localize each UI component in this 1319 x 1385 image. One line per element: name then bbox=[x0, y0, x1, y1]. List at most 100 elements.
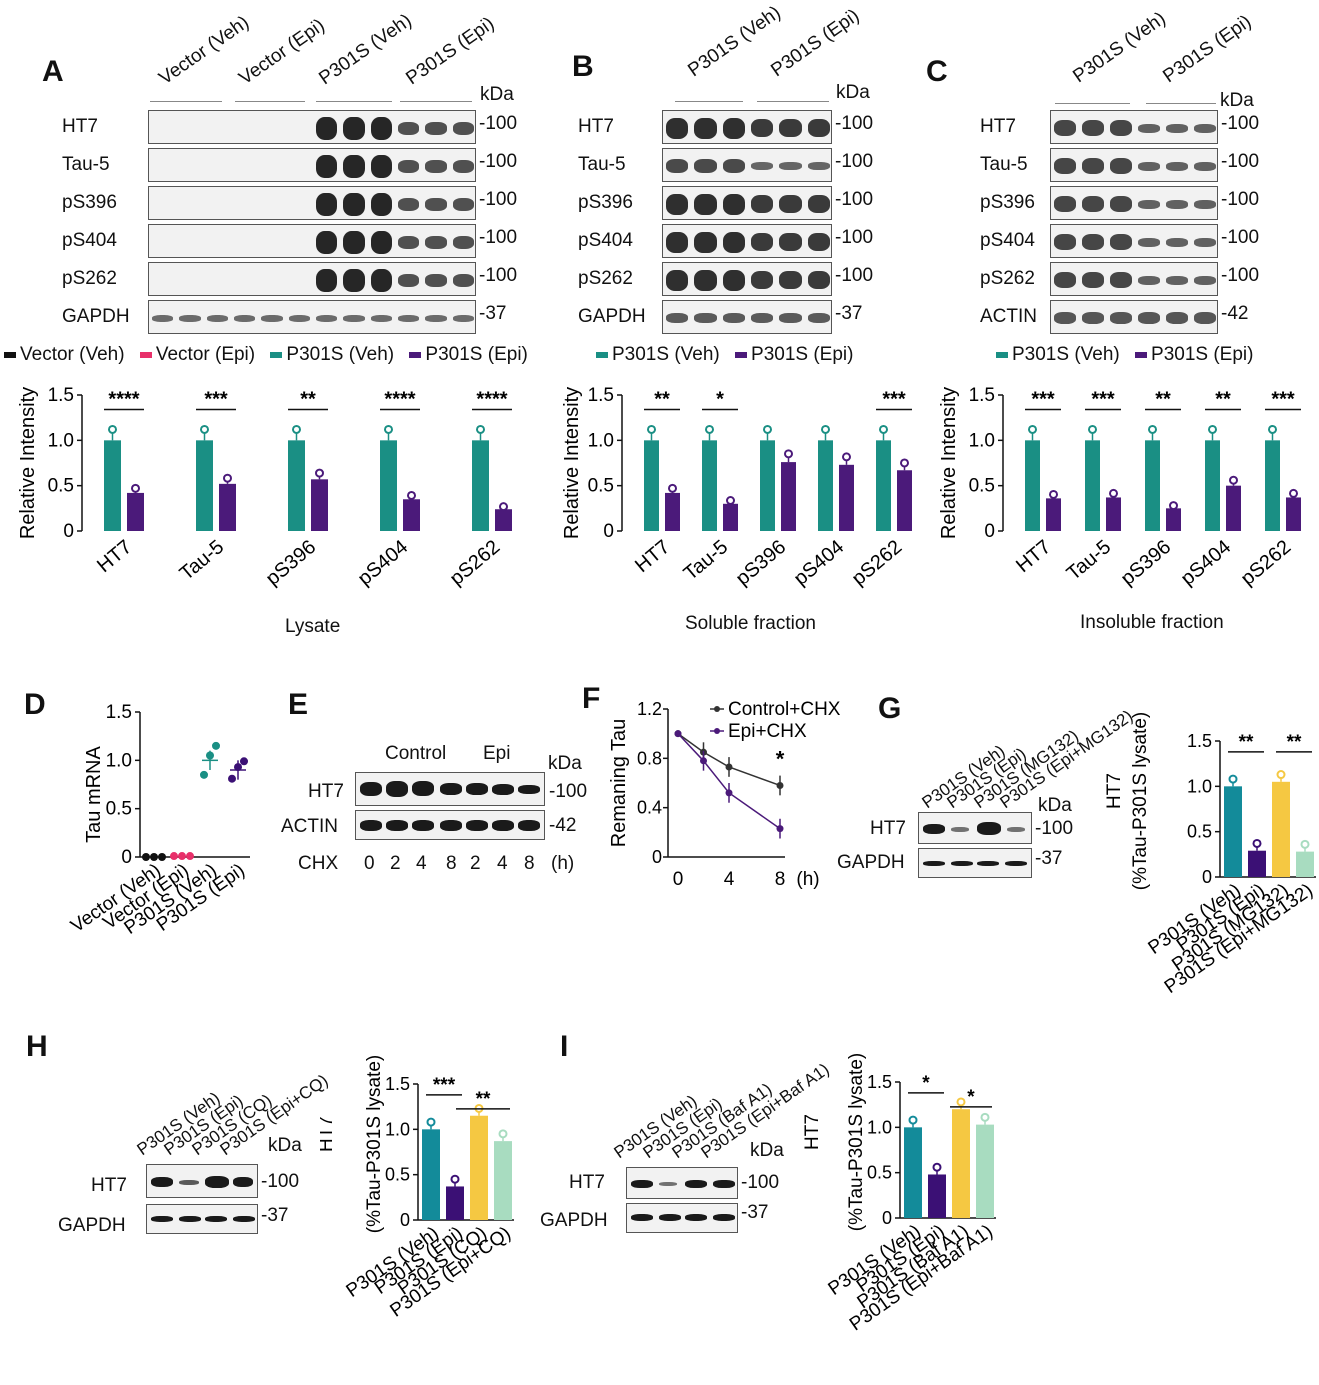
blot-band bbox=[807, 233, 830, 251]
blot-band bbox=[398, 314, 420, 322]
data-point bbox=[784, 449, 793, 459]
y-tick-label: 1.5 bbox=[385, 1074, 410, 1094]
blot-band bbox=[1082, 272, 1104, 288]
blot-band bbox=[288, 314, 310, 322]
blot-band bbox=[370, 314, 392, 322]
data-point bbox=[407, 490, 416, 500]
data-point bbox=[1169, 501, 1178, 511]
bar bbox=[818, 440, 833, 531]
bar bbox=[1248, 850, 1266, 877]
legend-c: P301S (Veh) P301S (Epi) bbox=[996, 344, 1263, 366]
x-tick-label: Tau-5 bbox=[680, 536, 732, 585]
bar bbox=[1106, 497, 1121, 531]
data-point bbox=[1268, 424, 1277, 434]
bar bbox=[472, 440, 489, 531]
blot-band bbox=[1082, 120, 1104, 136]
kda-label: kDa bbox=[1038, 795, 1072, 816]
blot-band bbox=[779, 233, 802, 251]
row-label: pS404 bbox=[578, 230, 633, 251]
bar bbox=[1046, 498, 1061, 531]
blot-band bbox=[370, 116, 392, 140]
time-label: 2 bbox=[390, 853, 401, 874]
row-label: HT7 bbox=[578, 116, 614, 137]
y-tick-label: 0 bbox=[1202, 867, 1212, 887]
mw-label: -100 bbox=[479, 113, 518, 134]
legend-a: Vector (Veh) Vector (Epi) P301S (Veh) P3… bbox=[4, 344, 538, 366]
data-point bbox=[170, 852, 178, 861]
blot-row bbox=[662, 262, 832, 296]
sig-label: **** bbox=[384, 389, 415, 411]
time-label: 8 bbox=[524, 853, 535, 874]
blot-band bbox=[316, 314, 338, 322]
mw-label: -100 bbox=[261, 1171, 300, 1192]
row-label: HT7 bbox=[870, 818, 906, 839]
mw-label: -37 bbox=[1035, 848, 1063, 869]
row-label: pS396 bbox=[62, 192, 117, 213]
blot-band bbox=[179, 314, 201, 322]
row-label: Tau-5 bbox=[62, 154, 110, 175]
blot-band bbox=[666, 231, 689, 253]
mw-label: -100 bbox=[835, 151, 874, 172]
kda-label: kDa bbox=[1220, 90, 1254, 111]
blot-band bbox=[1054, 234, 1076, 250]
mw-label: -100 bbox=[1221, 189, 1260, 210]
blot-band bbox=[807, 162, 830, 170]
blot-band bbox=[452, 121, 474, 135]
bar bbox=[952, 1109, 970, 1218]
row-label: pS404 bbox=[980, 230, 1035, 251]
y-axis-label: HT7 bbox=[1104, 773, 1125, 809]
x-tick-label: pS404 bbox=[790, 536, 848, 590]
y-axis-label: HT7 bbox=[802, 1114, 823, 1150]
panel-label-c: C bbox=[926, 55, 948, 88]
mw-label: -100 bbox=[835, 189, 874, 210]
lane-label: P301S (Epi) bbox=[1159, 11, 1256, 88]
blot-row bbox=[662, 148, 832, 182]
blot-band bbox=[751, 195, 774, 213]
blot-band bbox=[1054, 120, 1076, 136]
blot-band bbox=[1110, 196, 1132, 212]
group-label: Control bbox=[385, 743, 447, 764]
data-point bbox=[223, 473, 232, 483]
blot-band bbox=[452, 273, 474, 287]
blot-row bbox=[918, 848, 1032, 878]
blot-band bbox=[1166, 275, 1188, 285]
blot-band bbox=[722, 117, 745, 139]
blot-row bbox=[1050, 300, 1218, 334]
bar bbox=[446, 1186, 464, 1220]
group-line bbox=[316, 101, 392, 102]
blot-band bbox=[425, 121, 447, 135]
x-tick-label: Tau-5 bbox=[176, 536, 228, 585]
row-label: GAPDH bbox=[540, 1210, 608, 1231]
row-label: GAPDH bbox=[58, 1215, 126, 1236]
panel-label-e: E bbox=[288, 688, 309, 721]
data-point bbox=[131, 483, 140, 493]
data-point bbox=[499, 502, 508, 512]
blot-band bbox=[343, 192, 365, 216]
blot-band bbox=[694, 193, 717, 215]
blot-band bbox=[234, 314, 256, 322]
y-tick-label: 1.5 bbox=[1187, 731, 1212, 751]
data-point bbox=[498, 1129, 508, 1139]
blot-band bbox=[398, 159, 420, 173]
data-point bbox=[879, 424, 888, 434]
blot-band bbox=[370, 192, 392, 216]
mw-label: -100 bbox=[741, 1172, 780, 1193]
group-line bbox=[757, 101, 829, 102]
y-axis-label: Relative Intensity bbox=[938, 387, 960, 539]
bar bbox=[422, 1129, 440, 1220]
row-label: GAPDH bbox=[62, 306, 130, 327]
kda-label: kDa bbox=[480, 84, 514, 105]
bar bbox=[1025, 440, 1040, 531]
data-point bbox=[200, 770, 208, 779]
series-line bbox=[677, 733, 781, 787]
bar bbox=[495, 509, 512, 531]
xlabel-b: Soluble fraction bbox=[685, 613, 816, 634]
mw-label: -100 bbox=[835, 227, 874, 248]
blot-band bbox=[343, 230, 365, 254]
y-tick-label: 1.0 bbox=[867, 1117, 892, 1137]
blot-band bbox=[694, 313, 717, 323]
y-tick-label: 1.5 bbox=[969, 385, 995, 406]
data-point bbox=[908, 1115, 918, 1125]
legend-marker bbox=[714, 728, 720, 734]
